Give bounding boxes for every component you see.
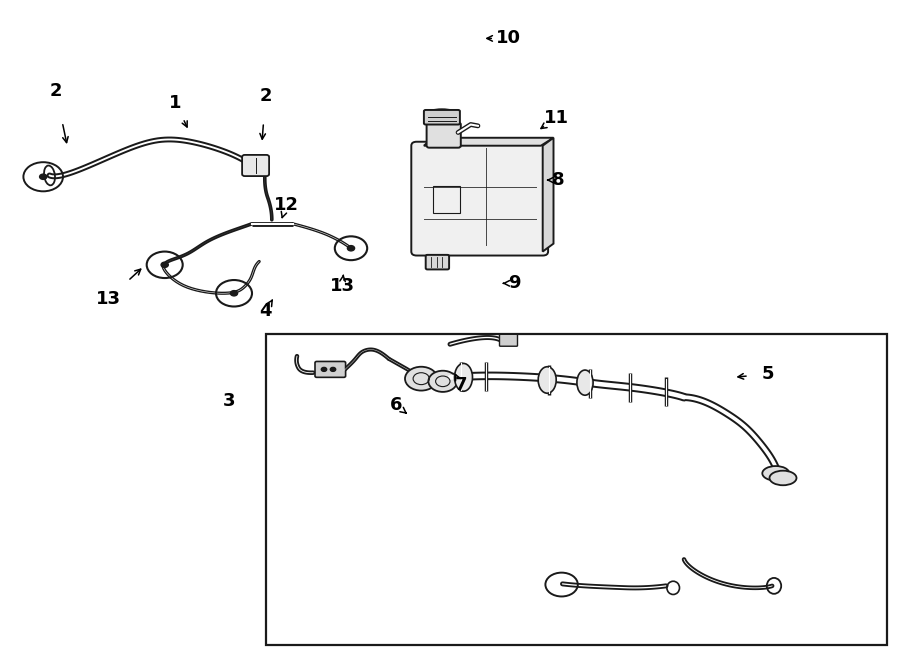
FancyBboxPatch shape	[315, 361, 346, 377]
Circle shape	[405, 367, 437, 391]
Polygon shape	[424, 138, 554, 146]
FancyBboxPatch shape	[424, 110, 460, 124]
Text: 3: 3	[223, 391, 236, 410]
FancyBboxPatch shape	[411, 142, 548, 256]
Polygon shape	[543, 138, 553, 252]
Ellipse shape	[577, 370, 593, 395]
FancyBboxPatch shape	[242, 155, 269, 176]
Text: 2: 2	[259, 87, 272, 105]
Bar	[433, 187, 460, 213]
Circle shape	[161, 262, 168, 267]
Text: 11: 11	[544, 109, 569, 127]
Text: 8: 8	[552, 171, 564, 189]
Circle shape	[428, 371, 457, 392]
FancyBboxPatch shape	[426, 255, 449, 269]
Ellipse shape	[454, 363, 472, 391]
Text: 2: 2	[50, 82, 62, 101]
Text: 10: 10	[496, 29, 521, 48]
Text: 12: 12	[274, 196, 299, 214]
Text: 4: 4	[259, 302, 272, 320]
Ellipse shape	[762, 466, 789, 481]
Ellipse shape	[770, 471, 796, 485]
Ellipse shape	[538, 367, 556, 393]
Text: 1: 1	[169, 93, 182, 112]
Text: 13: 13	[95, 290, 121, 308]
Text: 13: 13	[329, 277, 355, 295]
Circle shape	[330, 367, 336, 371]
Bar	[266, 334, 886, 645]
Circle shape	[347, 246, 355, 251]
Text: 6: 6	[390, 396, 402, 414]
FancyBboxPatch shape	[500, 334, 518, 346]
Circle shape	[321, 367, 327, 371]
Text: 9: 9	[508, 274, 521, 293]
Circle shape	[40, 174, 47, 179]
Ellipse shape	[427, 109, 457, 118]
Text: 5: 5	[761, 365, 774, 383]
FancyBboxPatch shape	[427, 122, 461, 148]
Circle shape	[230, 291, 238, 296]
Text: 7: 7	[454, 376, 467, 395]
